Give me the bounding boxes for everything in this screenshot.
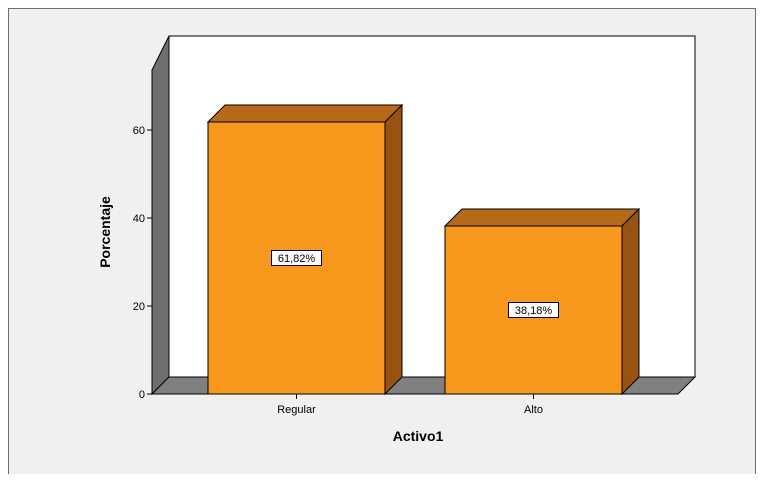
y-axis: 0 20 40 60 [133,70,153,401]
y-tick-label: 40 [133,213,145,225]
bar-side-regular [384,103,403,396]
data-label-box [508,302,559,319]
data-label: 38,18% [515,305,553,317]
bars-group: 61,82% 38,18% [206,103,641,396]
x-tick-label: Alto [524,404,543,416]
y-tick-label: 60 [133,125,145,137]
y-axis-title: Porcentaje [97,196,113,268]
bar-side-alto [621,207,640,396]
y-tick-label: 20 [133,301,145,313]
bar-top-regular [206,104,404,123]
x-tick-label: Regular [277,404,316,416]
data-label: 61,82% [278,253,316,265]
y-tick-label: 0 [139,389,145,401]
plot-left-wall [151,35,170,396]
bar-top-alto [443,208,641,227]
x-axis: Regular Alto [152,393,678,416]
data-label-box [271,249,322,266]
x-axis-title: Activo1 [393,428,444,444]
